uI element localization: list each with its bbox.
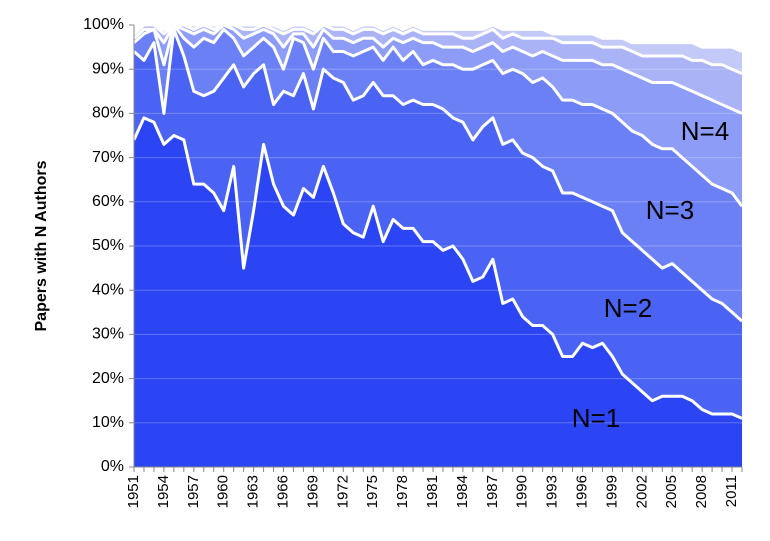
x-tick-label: 1990 [514,475,531,508]
series-boundary [133,23,743,53]
x-tick-label: 1975 [364,475,381,508]
y-tick-label: 60% [92,193,124,210]
x-tick-label: 1978 [394,475,411,508]
y-tick-label: 90% [92,60,124,77]
x-tick-label: 2005 [663,475,680,508]
x-tick-label: 1972 [334,475,351,508]
x-tick-label: 1993 [544,475,561,508]
area [134,25,742,114]
y-tick-label: 100% [83,16,124,33]
x-tick-label: 1963 [245,475,262,508]
x-tick-label: 1954 [155,475,172,508]
series-label: N=1 [572,403,620,433]
series-label: N=4 [681,116,729,146]
x-tick-label: 1987 [484,475,501,508]
series-boundary [133,23,743,115]
x-tick-label: 1969 [304,475,321,508]
x-tick-label: 1984 [454,475,471,508]
area [134,117,742,467]
x-tick-label: 2008 [693,475,710,508]
series-label: N=2 [604,293,652,323]
y-tick-label: 80% [92,105,124,122]
area [134,25,742,322]
series-boundary [133,27,743,323]
x-tick-label: 1966 [274,475,291,508]
y-tick-label: 30% [92,326,124,343]
area [134,29,742,419]
series-boundary [133,23,744,208]
y-tick-label: 10% [92,414,124,431]
series-label: N=3 [646,195,694,225]
x-tick-label: 1960 [215,475,232,508]
y-tick-label: 70% [92,149,124,166]
x-tick-label: 1999 [603,475,620,508]
x-tick-label: 1951 [125,475,142,508]
x-tick-label: 1981 [424,475,441,508]
y-tick-label: 50% [92,237,124,254]
x-tick-label: 2011 [723,475,740,507]
y-tick-label: 20% [92,370,124,387]
x-tick-label: 1996 [573,475,590,508]
y-tick-label: 40% [92,281,124,298]
series-boundary [132,116,743,420]
x-tick-label: 1957 [185,475,202,508]
area [134,25,742,74]
area [134,25,742,207]
y-tick-label: 0% [101,458,124,475]
x-tick-label: 2002 [633,475,650,508]
y-axis-label: Papers with N Authors [33,160,50,331]
